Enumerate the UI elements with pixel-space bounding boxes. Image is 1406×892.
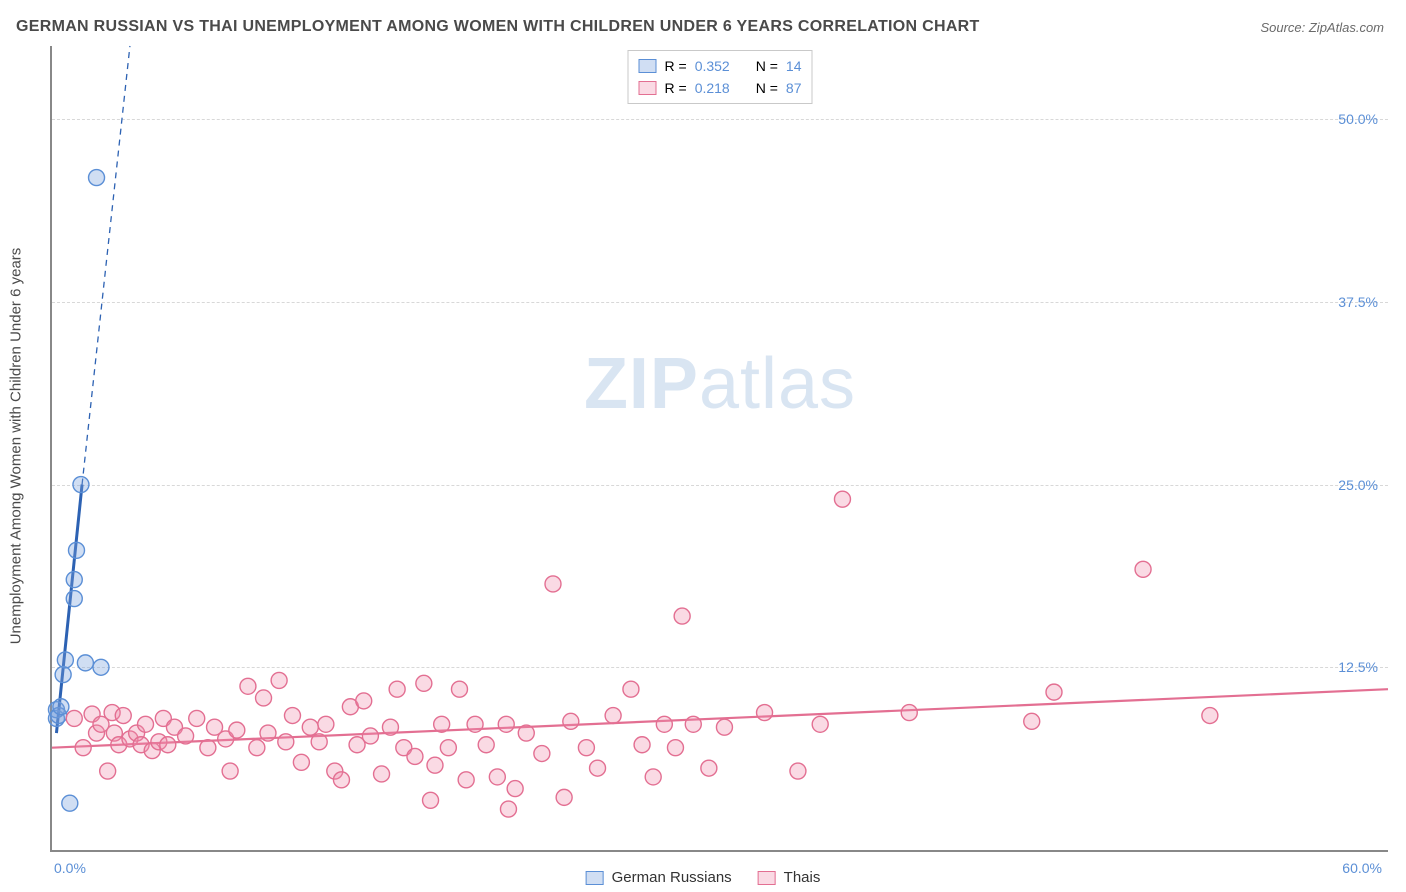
correlation-row-german: R = 0.352 N = 14: [639, 55, 802, 77]
legend-label-german: German Russians: [612, 869, 732, 886]
legend-item-german: German Russians: [586, 869, 732, 886]
chart-title: GERMAN RUSSIAN VS THAI UNEMPLOYMENT AMON…: [16, 18, 980, 36]
swatch-thai-icon: [758, 871, 776, 885]
n-value-thai: 87: [786, 77, 802, 99]
correlation-legend: R = 0.352 N = 14 R = 0.218 N = 87: [628, 50, 813, 104]
y-tick-label: 37.5%: [1338, 294, 1378, 310]
r-value-german: 0.352: [695, 55, 730, 77]
r-label: R =: [665, 55, 687, 77]
source-attribution: Source: ZipAtlas.com: [1260, 20, 1384, 35]
n-value-german: 14: [786, 55, 802, 77]
r-value-thai: 0.218: [695, 77, 730, 99]
swatch-thai-icon: [639, 81, 657, 95]
legend-label-thai: Thais: [784, 869, 821, 886]
x-axis-zero-label: 0.0%: [54, 860, 86, 876]
y-tick-label: 50.0%: [1338, 111, 1378, 127]
y-axis-title: Unemployment Among Women with Children U…: [8, 248, 25, 645]
n-label: N =: [756, 55, 778, 77]
correlation-row-thai: R = 0.218 N = 87: [639, 77, 802, 99]
scatter-plot-svg: [52, 46, 1388, 850]
swatch-german-icon: [639, 59, 657, 73]
series-legend: German Russians Thais: [586, 869, 821, 886]
x-axis-max-label: 60.0%: [1342, 860, 1382, 876]
y-tick-label: 12.5%: [1338, 659, 1378, 675]
swatch-german-icon: [586, 871, 604, 885]
n-label: N =: [756, 77, 778, 99]
legend-item-thai: Thais: [758, 869, 821, 886]
r-label: R =: [665, 77, 687, 99]
plot-area: ZIPatlas R = 0.352 N = 14 R = 0.218 N = …: [50, 46, 1388, 852]
y-tick-label: 25.0%: [1338, 477, 1378, 493]
